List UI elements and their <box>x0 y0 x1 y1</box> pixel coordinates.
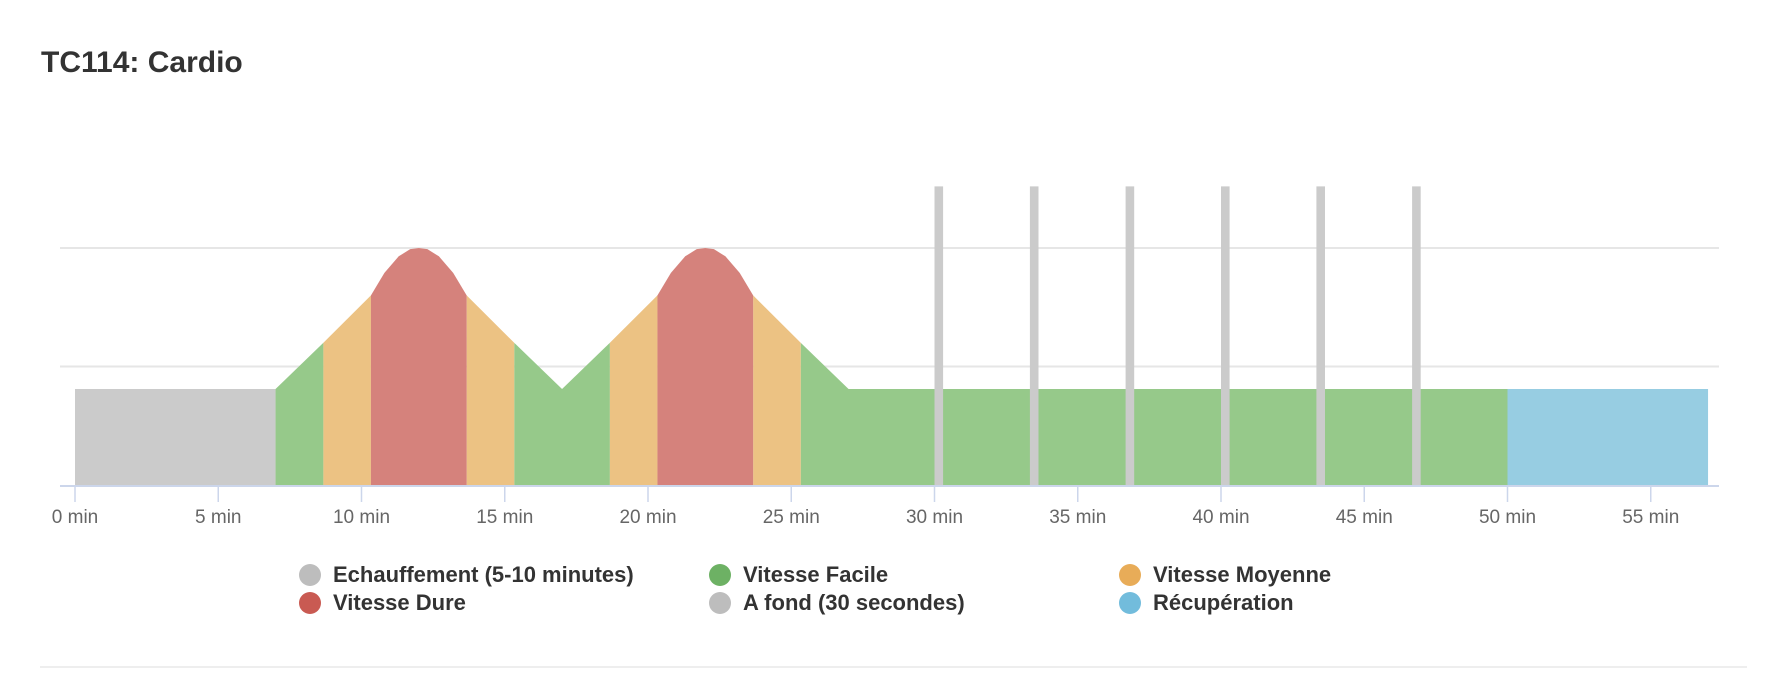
legend-item[interactable]: Vitesse Moyenne <box>1119 562 1331 588</box>
divider <box>40 666 1747 668</box>
x-axis: 0 min 5 min 10 min 15 min 20 min 25 min 30 min… <box>52 485 1719 528</box>
legend-item[interactable]: Récupération <box>1119 590 1294 616</box>
x-tick-label: 15 min <box>476 507 533 528</box>
series-0-area <box>75 389 276 485</box>
series-4-column <box>1221 186 1230 485</box>
series-4-column <box>934 186 944 485</box>
x-tick-label: 10 min <box>333 507 390 528</box>
x-tick-label: 20 min <box>619 507 676 528</box>
legend-label: Vitesse Moyenne <box>1153 562 1332 587</box>
legend-marker-icon <box>1119 564 1141 586</box>
legend-item[interactable]: Vitesse Dure <box>299 590 466 616</box>
series-2-area <box>753 295 801 485</box>
legend-label: Vitesse Facile <box>743 562 889 587</box>
x-tick-label: 35 min <box>1049 507 1106 528</box>
x-tick-label: 25 min <box>763 507 820 528</box>
series-2-area <box>609 295 658 485</box>
legend-item[interactable]: Echauffement (5-10 minutes) <box>299 562 634 588</box>
legend-marker-icon <box>299 592 321 614</box>
gridlines <box>60 247 1719 368</box>
legend-marker-icon <box>709 564 731 586</box>
x-tick-label: 55 min <box>1622 507 1679 528</box>
legend-label: Récupération <box>1153 590 1294 615</box>
legend-label: A fond (30 secondes) <box>743 590 965 615</box>
x-tick-label: 45 min <box>1336 507 1393 528</box>
series-2-area <box>466 295 515 485</box>
legend-label: Echauffement (5-10 minutes) <box>333 562 634 587</box>
x-tick-label: 30 min <box>906 507 963 528</box>
series-3-area <box>370 248 467 485</box>
series-areas <box>75 248 1709 485</box>
series-4-column <box>1412 186 1421 485</box>
series-1-area <box>514 342 610 485</box>
series-1-area <box>275 342 324 485</box>
legend-item[interactable]: A fond (30 secondes) <box>709 590 965 616</box>
legend-item[interactable]: Vitesse Facile <box>709 562 888 588</box>
x-tick-label: 50 min <box>1479 507 1536 528</box>
series-columns <box>934 186 1421 485</box>
x-tick-label: 0 min <box>52 507 98 528</box>
legend-marker-icon <box>1119 592 1141 614</box>
legend-marker-icon <box>709 592 731 614</box>
series-4-column <box>1316 186 1325 485</box>
series-2-area <box>323 295 371 485</box>
series-4-column <box>1125 186 1135 485</box>
series-1-area <box>800 342 1508 485</box>
series-4-column <box>1029 186 1039 485</box>
legend-label: Vitesse Dure <box>333 590 466 615</box>
x-tick-label: 40 min <box>1192 507 1249 528</box>
legend-marker-icon <box>299 564 321 586</box>
chart-title: TC114: Cardio <box>41 46 243 79</box>
x-tick-label: 5 min <box>195 507 241 528</box>
series-3-area <box>657 248 754 485</box>
series-5-area <box>1507 389 1709 485</box>
